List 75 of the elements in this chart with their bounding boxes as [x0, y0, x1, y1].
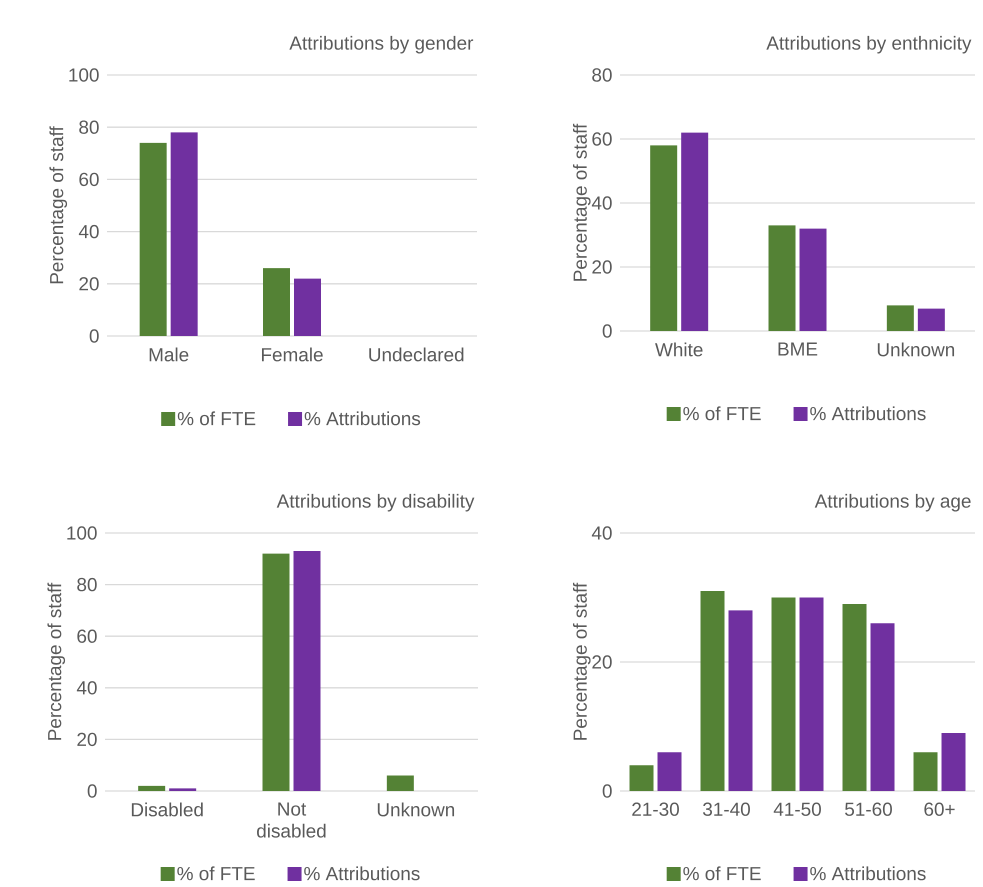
x-tick-label: 51-60 — [845, 802, 892, 816]
y-tick-label: 0 — [602, 784, 612, 798]
x-tick-label: Unknown — [878, 342, 954, 356]
legend-label: % of FTE — [177, 866, 255, 880]
x-tick-label: Not disabled — [257, 802, 326, 838]
x-tick-label: Undeclared — [369, 348, 464, 362]
x-tick-label: Unknown — [378, 802, 454, 816]
x-tick-label: 21-30 — [632, 802, 679, 816]
bar — [294, 551, 321, 791]
y-tick-label: 60 — [592, 132, 612, 146]
chart-title: Attributions by enthnicity — [766, 36, 972, 54]
x-tick-label: Female — [262, 348, 323, 362]
bar — [681, 132, 708, 331]
legend-label: % Attributions — [810, 406, 926, 420]
bar — [768, 225, 796, 331]
y-tick-label: 20 — [592, 260, 612, 274]
bar — [772, 598, 796, 791]
bar — [650, 145, 678, 331]
bar — [800, 228, 827, 331]
y-tick-label: 40 — [592, 196, 612, 210]
y-tick-label: 40 — [78, 224, 99, 238]
bar — [170, 132, 198, 336]
x-tick-label: 60+ — [924, 802, 955, 816]
legend-label: % of FTE — [683, 406, 761, 420]
chart-title: Attributions by age — [814, 494, 971, 512]
y-axis-title: Percentage of staff — [572, 582, 591, 740]
bar — [842, 604, 867, 791]
legend-label: % of FTE — [178, 411, 256, 426]
legend-label: % Attributions — [304, 411, 420, 426]
x-tick-label: 31-40 — [703, 802, 750, 816]
x-tick-label: BME — [778, 342, 818, 356]
bar — [914, 752, 938, 791]
y-tick-label: 40 — [592, 526, 612, 540]
y-tick-label: 100 — [67, 526, 97, 540]
y-tick-label: 0 — [90, 329, 99, 343]
legend-label: % Attributions — [810, 866, 926, 880]
chart-title: Attributions by disability — [276, 494, 474, 512]
x-tick-label: Male — [150, 348, 188, 362]
bar — [262, 554, 290, 791]
bar — [169, 788, 196, 791]
y-tick-label: 80 — [77, 578, 97, 592]
bar — [138, 786, 166, 791]
bar — [700, 591, 725, 791]
bar — [942, 732, 966, 791]
y-tick-label: 80 — [79, 120, 99, 134]
y-axis-title: Percentage of staff — [47, 582, 66, 740]
y-tick-label: 60 — [77, 629, 97, 643]
bar — [728, 610, 753, 791]
y-tick-label: 0 — [602, 324, 612, 338]
y-tick-label: 0 — [88, 784, 97, 798]
bar — [294, 278, 321, 336]
bar — [263, 268, 290, 336]
x-tick-label: White — [655, 342, 703, 356]
y-axis-title: Percentage of staff — [572, 124, 591, 281]
y-tick-label: 60 — [79, 172, 99, 186]
legend-label: % Attributions — [304, 866, 420, 880]
legend-label: % of FTE — [683, 866, 761, 880]
y-tick-label: 20 — [77, 732, 97, 746]
bar — [918, 308, 945, 331]
x-tick-label: Disabled — [132, 802, 203, 816]
bar — [800, 598, 824, 791]
bar — [870, 623, 895, 791]
y-tick-label: 80 — [592, 68, 612, 82]
x-tick-label: 41-50 — [774, 802, 821, 816]
bar — [630, 765, 654, 791]
chart-title: Attributions by gender — [289, 36, 474, 54]
bar — [886, 305, 914, 331]
bar — [140, 142, 167, 336]
y-axis-title: Percentage of staff — [49, 126, 68, 284]
y-tick-label: 20 — [79, 277, 99, 290]
bar — [658, 752, 682, 791]
y-tick-label: 20 — [592, 655, 612, 669]
bar — [386, 776, 414, 791]
y-tick-label: 40 — [76, 681, 97, 695]
y-tick-label: 100 — [69, 68, 99, 82]
